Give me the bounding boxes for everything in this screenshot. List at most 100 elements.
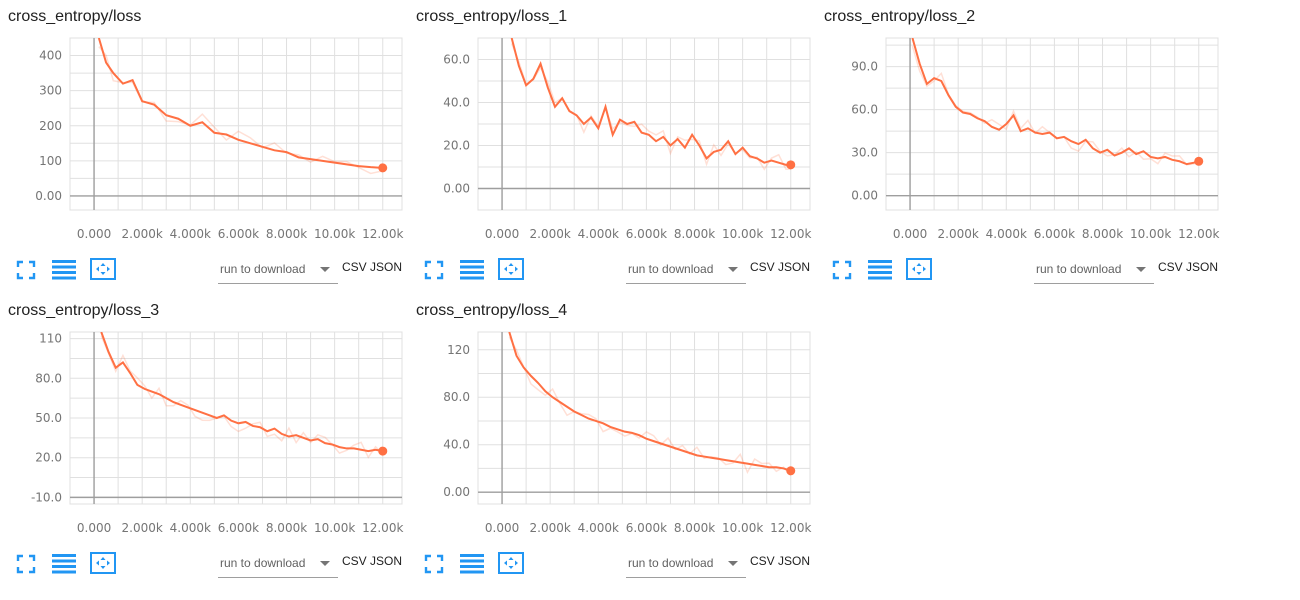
x-tick-label: 0.000 xyxy=(77,227,111,241)
chart-card: cross_entropy/loss_3 -10.0 20.0 50.0 80.0 110… xyxy=(0,294,403,582)
raw-series-line xyxy=(100,335,384,459)
json-download-link[interactable]: JSON xyxy=(370,554,403,568)
fullscreen-icon[interactable] xyxy=(16,260,36,280)
y-tick-label: 300 xyxy=(39,84,62,98)
toggle-y-log-icon[interactable] xyxy=(52,260,76,280)
fullscreen-icon[interactable] xyxy=(424,260,444,280)
x-tick-label: 6.000k xyxy=(626,227,667,241)
chevron-down-icon xyxy=(728,267,738,272)
y-tick-label: 400 xyxy=(39,49,62,63)
x-tick-label: 12.00k xyxy=(362,521,403,535)
x-tick-label: 8.000k xyxy=(674,521,715,535)
x-tick-label: 4.000k xyxy=(170,227,211,241)
x-tick-label: 2.000k xyxy=(530,227,571,241)
run-select-label: run to download xyxy=(220,262,306,276)
series-end-point xyxy=(1194,156,1204,166)
series-end-point xyxy=(786,466,796,476)
csv-download-link[interactable]: CSV xyxy=(750,260,775,274)
x-tick-label: 6.000k xyxy=(218,227,259,241)
series-end-point xyxy=(378,446,388,456)
run-to-download-select[interactable]: run to download xyxy=(626,258,746,284)
chart-card: cross_entropy/loss_2 0.00 30.0 60.0 90.0 0.00… xyxy=(816,0,1219,288)
x-tick-label: 8.000k xyxy=(1082,227,1123,241)
run-to-download-select[interactable]: run to download xyxy=(1034,258,1154,284)
x-tick-label: 6.000k xyxy=(218,521,259,535)
series-line xyxy=(510,38,791,166)
y-tick-label: 80.0 xyxy=(443,390,470,404)
csv-download-link[interactable]: CSV xyxy=(342,260,367,274)
csv-download-link[interactable]: CSV xyxy=(750,554,775,568)
y-tick-label: 90.0 xyxy=(851,60,878,74)
fullscreen-icon[interactable] xyxy=(16,554,36,574)
run-select-label: run to download xyxy=(628,262,714,276)
chart-title: cross_entropy/loss_3 xyxy=(8,302,160,319)
y-tick-label: 0.00 xyxy=(35,189,62,203)
fit-domain-icon[interactable] xyxy=(498,258,524,280)
x-tick-label: 10.00k xyxy=(314,227,355,241)
x-tick-label: 10.00k xyxy=(722,521,763,535)
series-line xyxy=(100,332,383,453)
json-download-link[interactable]: JSON xyxy=(1186,260,1219,274)
y-tick-label: 40.0 xyxy=(443,438,470,452)
plot-frame xyxy=(477,331,811,505)
raw-series-line xyxy=(510,43,791,171)
x-tick-label: 12.00k xyxy=(770,521,811,535)
series-end-point xyxy=(786,160,796,170)
x-tick-label: 2.000k xyxy=(530,521,571,535)
run-to-download-select[interactable]: run to download xyxy=(218,552,338,578)
chevron-down-icon xyxy=(1136,267,1146,272)
fullscreen-icon[interactable] xyxy=(832,260,852,280)
fit-domain-icon[interactable] xyxy=(90,258,116,280)
toggle-y-log-icon[interactable] xyxy=(868,260,892,280)
series-end-point xyxy=(378,163,388,173)
chart-title: cross_entropy/loss_1 xyxy=(416,8,568,25)
x-tick-label: 2.000k xyxy=(938,227,979,241)
chart-toolbar: run to download CSV JSON xyxy=(408,548,818,582)
y-tick-label: 0.00 xyxy=(443,485,470,499)
line-chart[interactable]: 0.00 100 200 300 400 0.000 2.000k 4.000k 6.000k 8… xyxy=(0,30,410,252)
x-tick-label: 6.000k xyxy=(626,521,667,535)
y-tick-label: 110 xyxy=(39,332,62,346)
series-line xyxy=(508,332,792,472)
chart-title: cross_entropy/loss_2 xyxy=(824,8,976,25)
run-select-label: run to download xyxy=(220,556,306,570)
y-tick-label: 0.00 xyxy=(443,182,470,196)
toggle-y-log-icon[interactable] xyxy=(52,554,76,574)
run-select-label: run to download xyxy=(1036,262,1122,276)
csv-download-link[interactable]: CSV xyxy=(1158,260,1183,274)
x-tick-label: 10.00k xyxy=(1130,227,1171,241)
x-tick-label: 0.000 xyxy=(77,521,111,535)
y-tick-label: -10.0 xyxy=(31,490,62,504)
y-tick-label: 80.0 xyxy=(35,371,62,385)
line-chart[interactable]: 0.00 20.0 40.0 60.0 0.000 2.000k 4.000k 6.000k 8… xyxy=(408,30,818,252)
line-chart[interactable]: -10.0 20.0 50.0 80.0 110 0.000 2.000k 4.000k 6.0… xyxy=(0,324,410,546)
fit-domain-icon[interactable] xyxy=(906,258,932,280)
y-tick-label: 30.0 xyxy=(851,146,878,160)
plot-frame xyxy=(69,331,403,505)
chart-title: cross_entropy/loss xyxy=(8,8,142,25)
run-to-download-select[interactable]: run to download xyxy=(626,552,746,578)
json-download-link[interactable]: JSON xyxy=(778,260,811,274)
toggle-y-log-icon[interactable] xyxy=(460,554,484,574)
y-tick-label: 20.0 xyxy=(35,451,62,465)
fit-domain-icon[interactable] xyxy=(90,552,116,574)
fullscreen-icon[interactable] xyxy=(424,554,444,574)
x-tick-label: 12.00k xyxy=(770,227,811,241)
json-download-link[interactable]: JSON xyxy=(778,554,811,568)
fit-domain-icon[interactable] xyxy=(498,552,524,574)
chevron-down-icon xyxy=(728,561,738,566)
toggle-y-log-icon[interactable] xyxy=(460,260,484,280)
x-tick-label: 0.000 xyxy=(893,227,927,241)
x-tick-label: 10.00k xyxy=(314,521,355,535)
csv-download-link[interactable]: CSV xyxy=(342,554,367,568)
line-chart[interactable]: 0.00 30.0 60.0 90.0 0.000 2.000k 4.000k 6.000k 8… xyxy=(816,30,1226,252)
chart-toolbar: run to download CSV JSON xyxy=(408,254,818,288)
series-line xyxy=(97,38,383,169)
json-download-link[interactable]: JSON xyxy=(370,260,403,274)
line-chart[interactable]: 0.00 40.0 80.0 120 0.000 2.000k 4.000k 6.000k 8.… xyxy=(408,324,818,546)
chart-toolbar: run to download CSV JSON xyxy=(0,548,410,582)
x-tick-label: 0.000 xyxy=(485,521,519,535)
x-tick-label: 4.000k xyxy=(578,521,619,535)
run-to-download-select[interactable]: run to download xyxy=(218,258,338,284)
x-tick-label: 8.000k xyxy=(266,521,307,535)
